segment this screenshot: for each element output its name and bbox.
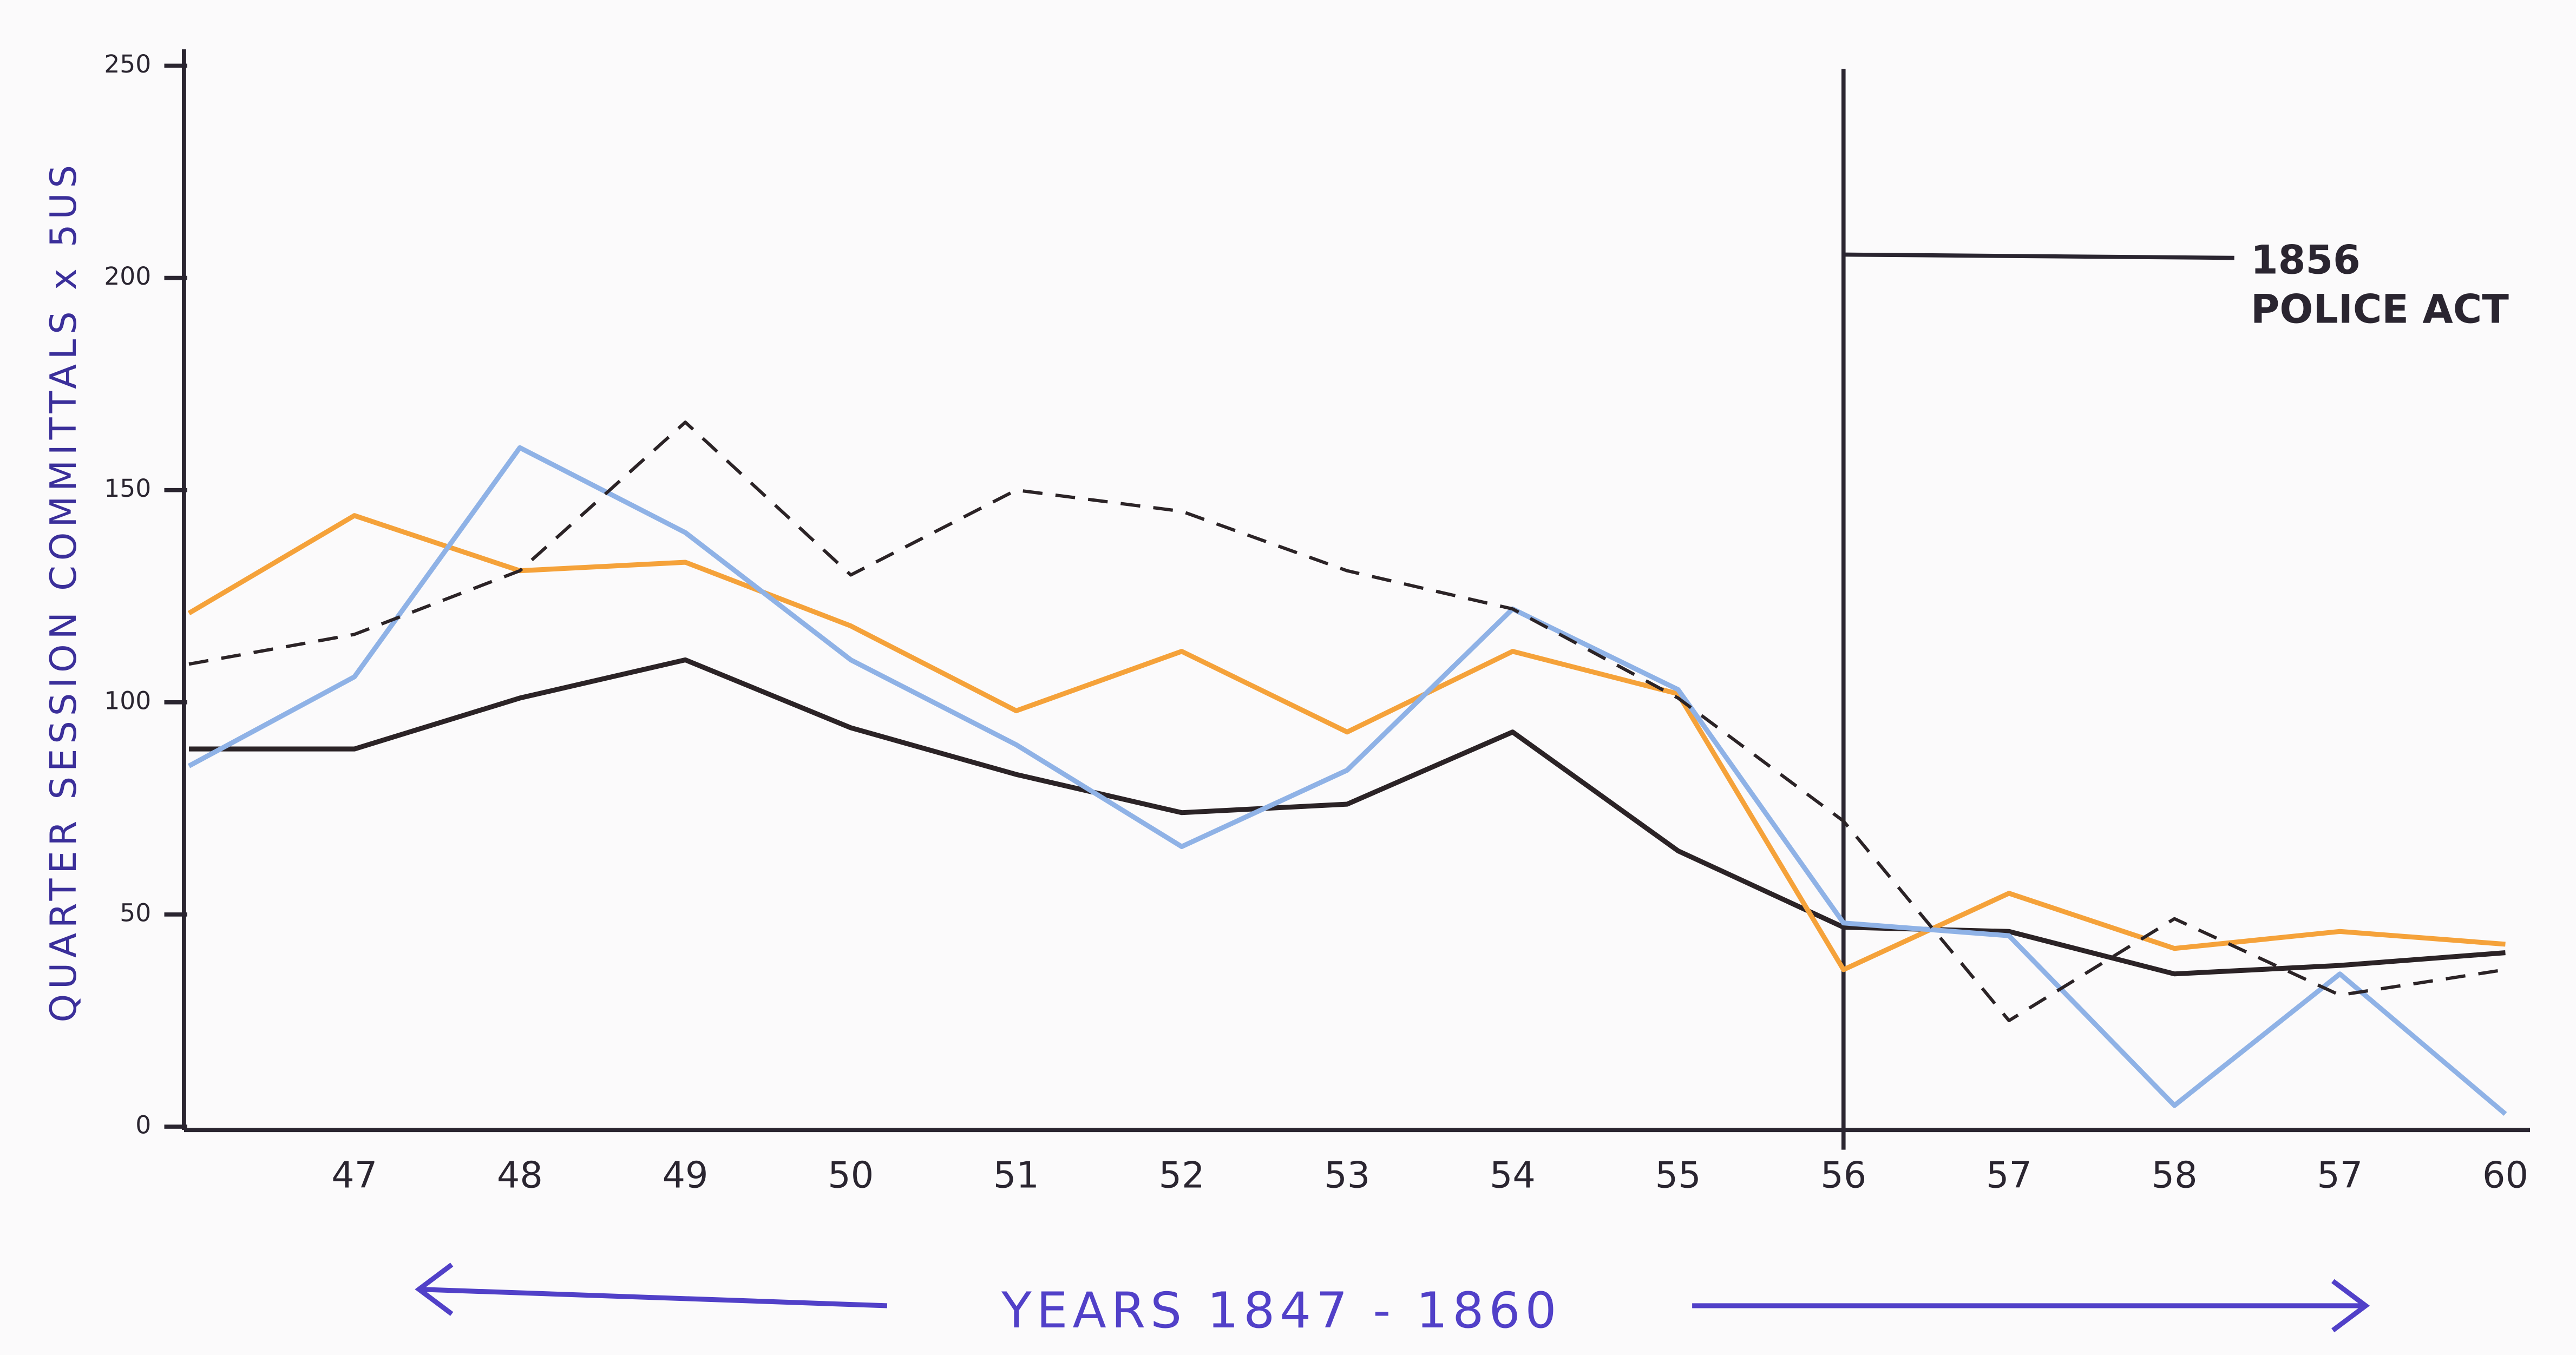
annotation: POLICE ACT bbox=[2251, 287, 2509, 333]
x-tick-label: 48 bbox=[497, 1154, 543, 1196]
x-tick-label: 47 bbox=[331, 1154, 377, 1196]
series-line bbox=[188, 420, 2506, 1023]
y-tick-label: 0 bbox=[135, 1111, 151, 1140]
x-tick-label: 53 bbox=[1324, 1154, 1370, 1196]
x-tick-label: 58 bbox=[2152, 1154, 2198, 1196]
x-tick-label: 52 bbox=[1159, 1154, 1205, 1196]
police-act-pointer bbox=[1843, 252, 2234, 260]
y-tick-label: 200 bbox=[104, 262, 151, 291]
series-line bbox=[187, 445, 2507, 1116]
x-axis-label: YEARS 1847 - 1860 bbox=[1001, 1282, 1561, 1339]
y-tick-label: 100 bbox=[104, 686, 151, 715]
x-tick-label: 57 bbox=[1986, 1154, 2032, 1196]
x-arrows bbox=[415, 1262, 2370, 1333]
x-tick-label: 54 bbox=[1490, 1154, 1536, 1196]
x-tick-label: 57 bbox=[2317, 1154, 2363, 1196]
y-tick-label: 250 bbox=[104, 50, 151, 78]
x-tick-label: 50 bbox=[828, 1154, 874, 1196]
y-tick-label: 150 bbox=[104, 474, 151, 503]
x-tick-label: 55 bbox=[1655, 1154, 1701, 1196]
y-axis-label: QUARTER SESSION COMMITTALS x 5US bbox=[42, 160, 84, 1023]
x-tick-label: 49 bbox=[663, 1154, 709, 1196]
y-tick-label: 50 bbox=[120, 898, 151, 927]
series-line bbox=[187, 513, 2506, 972]
x-tick-label: 56 bbox=[1820, 1154, 1866, 1196]
x-tick-label: 60 bbox=[2482, 1154, 2528, 1196]
annotation: 1856 bbox=[2251, 238, 2361, 284]
x-tick-label: 51 bbox=[993, 1154, 1039, 1196]
series-line bbox=[189, 657, 2506, 977]
